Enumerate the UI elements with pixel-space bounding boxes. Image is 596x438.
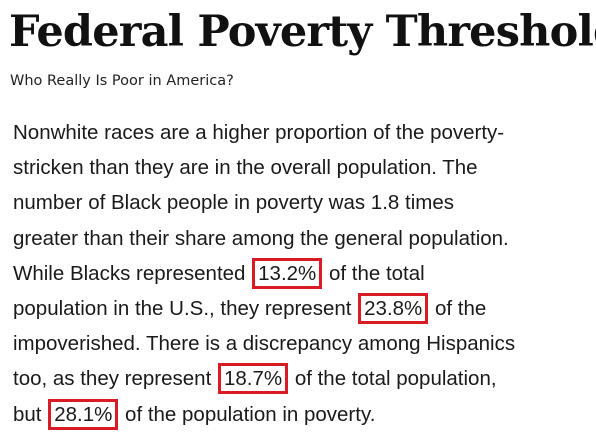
paragraph-line-9: but 28.1% of the population in poverty. — [13, 397, 593, 432]
line-9-text-after: of the population in poverty. — [119, 402, 376, 426]
highlight-black-poverty-pct: 23.8% — [358, 293, 429, 325]
page-title: Federal Poverty Threshold — [9, 7, 596, 57]
paragraph-line-7: impoverished. There is a discrepancy amo… — [13, 332, 516, 356]
paragraph-line-5: While Blacks represented 13.2% of the to… — [13, 256, 593, 291]
highlight-hispanic-poverty-pct: 28.1% — [48, 398, 119, 430]
paragraph-line-8: too, as they represent 18.7% of the tota… — [13, 361, 593, 396]
paragraph-line-1: Nonwhite races are a higher proportion o… — [13, 121, 505, 144]
line-8-text-after: of the total population, — [289, 367, 497, 391]
paragraph-line-6: population in the U.S., they represent 2… — [13, 291, 593, 326]
line-6-text-after: of the — [429, 297, 487, 321]
line-5-text-after: of the total — [323, 261, 425, 285]
line-5-text-before: While Blacks represented — [13, 261, 252, 285]
page-subtitle: Who Really Is Poor in America? — [10, 73, 234, 89]
paragraph-line-2: stricken than they are in the overall po… — [13, 156, 478, 180]
article-paragraph: Nonwhite races are a higher proportion o… — [13, 115, 593, 432]
highlight-black-population-pct: 13.2% — [252, 257, 323, 289]
line-8-text-before: too, as they represent — [13, 367, 217, 391]
paragraph-line-3: number of Black people in poverty was 1.… — [13, 191, 454, 215]
paragraph-line-4: greater than their share among the gener… — [13, 226, 509, 250]
line-6-text-before: population in the U.S., they represent — [13, 297, 358, 321]
highlight-hispanic-population-pct: 18.7% — [217, 363, 289, 395]
line-9-text-before: but — [13, 402, 48, 426]
